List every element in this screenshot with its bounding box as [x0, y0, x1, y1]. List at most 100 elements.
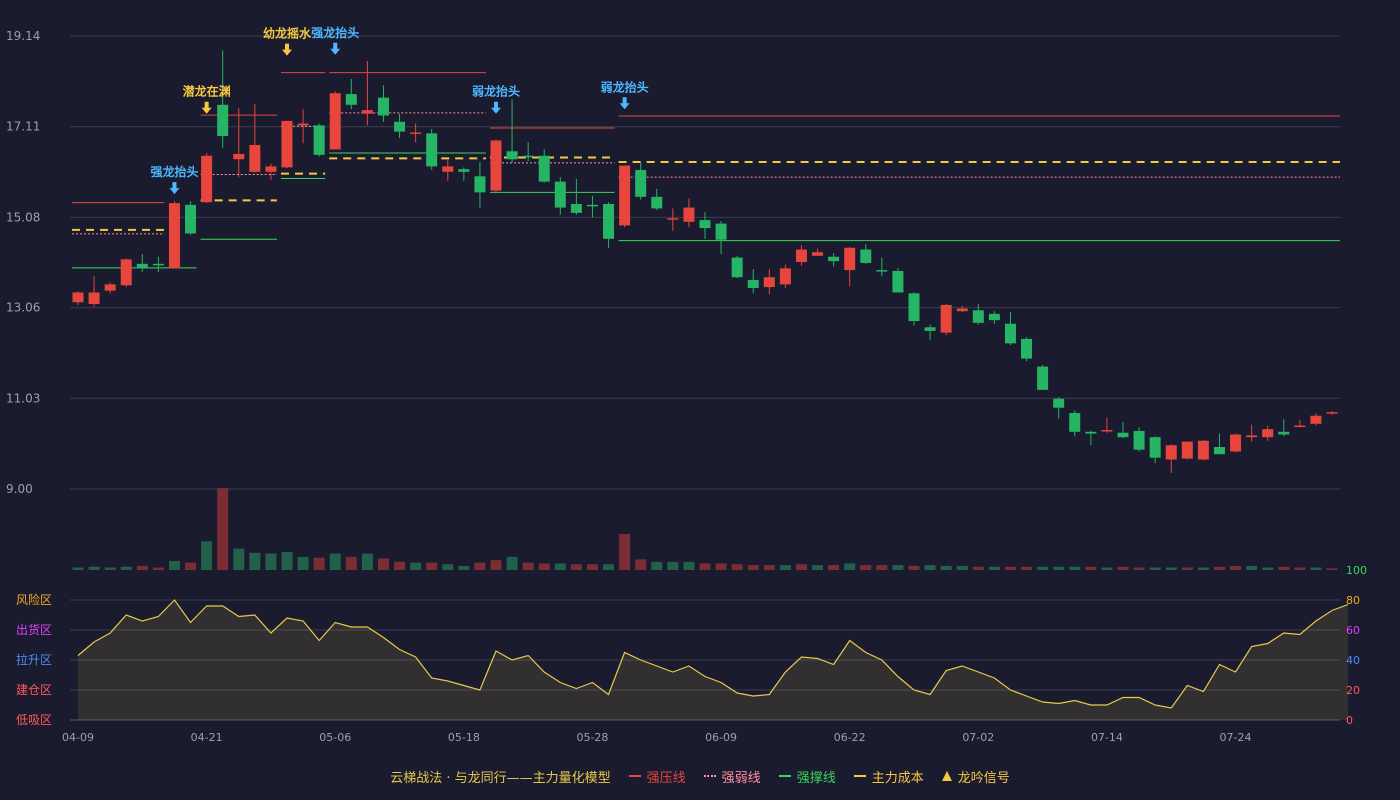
volume-bar — [828, 565, 840, 570]
volume-bar — [1326, 568, 1338, 570]
oscillator-layer — [77, 599, 1349, 720]
volume-bar — [1278, 566, 1290, 570]
candle-body — [442, 166, 454, 172]
signal-label: 幼龙摇水 — [263, 26, 312, 41]
signal-label: 弱龙抬头 — [472, 84, 520, 99]
volume-bar — [426, 562, 438, 570]
volume-bar — [1085, 566, 1097, 570]
oscillator-zone-label: 建仓区 — [16, 683, 52, 697]
candle-body — [1262, 429, 1274, 438]
down-arrow-icon — [619, 97, 630, 110]
candle-body — [908, 293, 920, 322]
candle-body — [570, 203, 582, 213]
legend-label-support: 强撑线 — [796, 770, 836, 786]
volume-bar — [168, 560, 180, 570]
candle-body — [313, 125, 325, 155]
date-tick-label: 04-21 — [191, 731, 223, 744]
support-line-swatch — [778, 775, 791, 777]
signal-label: 强龙抬头 — [150, 164, 198, 179]
legend-item-signal[interactable]: 龙吟信号 — [941, 767, 1010, 786]
volume-bar — [377, 558, 389, 570]
candle-body — [1213, 447, 1225, 455]
candle-body — [377, 97, 389, 116]
candle-body — [249, 145, 261, 172]
price-tick-label: 9.00 — [6, 482, 33, 496]
signal-label: 潜龙在渊 — [183, 84, 231, 99]
candle-body — [876, 270, 888, 272]
candle-body — [1181, 441, 1193, 459]
volume-bar — [1230, 565, 1242, 570]
candle-body — [651, 196, 663, 209]
legend-label-weak: 强弱线 — [721, 770, 761, 786]
volume-bar — [1117, 566, 1129, 570]
candle-body — [185, 204, 197, 234]
candle-body — [956, 308, 968, 312]
oscillator-zone-label: 拉升区 — [16, 652, 52, 667]
candle-body — [988, 313, 1000, 321]
price-tick-label: 19.14 — [6, 29, 40, 43]
volume-bar — [619, 533, 631, 570]
candle-body — [1246, 435, 1258, 438]
candle-body — [345, 94, 357, 105]
legend-item-resistance[interactable]: 强压线 — [628, 767, 686, 786]
volume-bar — [361, 553, 373, 570]
volume-bar — [603, 564, 615, 570]
volume-bar — [747, 565, 759, 570]
candle-body — [779, 268, 791, 285]
candle-body — [844, 247, 856, 271]
volume-bar — [281, 551, 293, 570]
down-arrow-icon — [201, 101, 212, 114]
candle-body — [1133, 430, 1145, 450]
candle-body — [1230, 434, 1242, 452]
candle-body — [1149, 437, 1161, 458]
volume-bar — [506, 556, 518, 570]
volume-bar — [779, 565, 791, 570]
candle-body — [603, 203, 615, 239]
candle-body — [924, 327, 936, 331]
cost-line-swatch — [853, 775, 866, 777]
candle-body — [1021, 338, 1033, 359]
volume-bar — [136, 565, 148, 570]
candle-body — [635, 170, 647, 197]
oscillator-tick-label: 40 — [1346, 654, 1360, 667]
volume-bar — [72, 567, 84, 570]
volume-bar — [554, 563, 566, 570]
axis-layer: 19.14 17.11 15.08 13.06 11.03 9.00 100 80 60 40 20… — [6, 29, 1367, 744]
volume-bar — [940, 565, 952, 570]
candle-body — [458, 169, 470, 172]
volume-bar — [667, 561, 679, 570]
down-arrow-icon — [169, 182, 180, 195]
candle-body — [812, 252, 824, 256]
volume-bar — [892, 565, 904, 570]
date-tick-label: 06-22 — [834, 731, 866, 744]
candle-body — [474, 176, 486, 193]
oscillator-area — [78, 600, 1349, 720]
date-tick-label: 07-02 — [962, 731, 994, 744]
volume-bar — [394, 561, 406, 570]
legend-label-resistance: 强压线 — [646, 770, 686, 786]
volume-bar — [1181, 567, 1193, 570]
volume-bar — [538, 563, 550, 570]
volume-bar — [731, 564, 743, 570]
legend-item-weak[interactable]: 强弱线 — [703, 767, 761, 786]
volume-bar — [1101, 567, 1113, 570]
volume-bar — [233, 548, 245, 570]
volume-bar — [876, 565, 888, 570]
volume-bar — [88, 566, 100, 570]
legend-item-support[interactable]: 强撑线 — [778, 767, 836, 786]
candle-body — [860, 249, 872, 263]
weak-line-swatch — [703, 775, 716, 777]
date-tick-label: 05-06 — [319, 731, 351, 744]
candle-body — [747, 279, 759, 288]
volume-bar — [522, 562, 534, 570]
volume-bar — [329, 553, 341, 570]
candlestick-layer — [72, 50, 1338, 473]
volume-bar — [1004, 566, 1016, 570]
date-tick-label: 05-28 — [576, 731, 608, 744]
candle-body — [1310, 415, 1322, 424]
legend-item-cost[interactable]: 主力成本 — [853, 767, 924, 786]
volume-bar — [860, 565, 872, 570]
volume-bar — [1246, 565, 1258, 570]
price-tick-label: 11.03 — [6, 391, 40, 405]
